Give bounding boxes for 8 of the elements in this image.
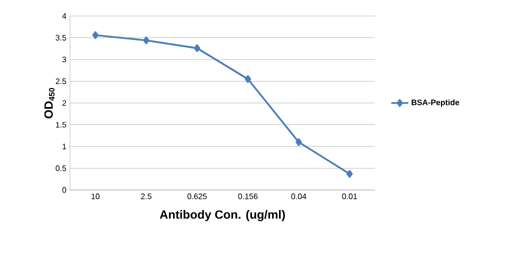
- point: [143, 36, 150, 44]
- point: [244, 75, 252, 83]
- point: [92, 31, 99, 40]
- x-axis-title: Antibody Con. (ug/ml): [160, 210, 285, 222]
- point: [296, 138, 302, 146]
- point: [346, 170, 353, 178]
- point: [194, 44, 200, 52]
- y-axis-title: OD$_{450}$: [44, 88, 55, 118]
